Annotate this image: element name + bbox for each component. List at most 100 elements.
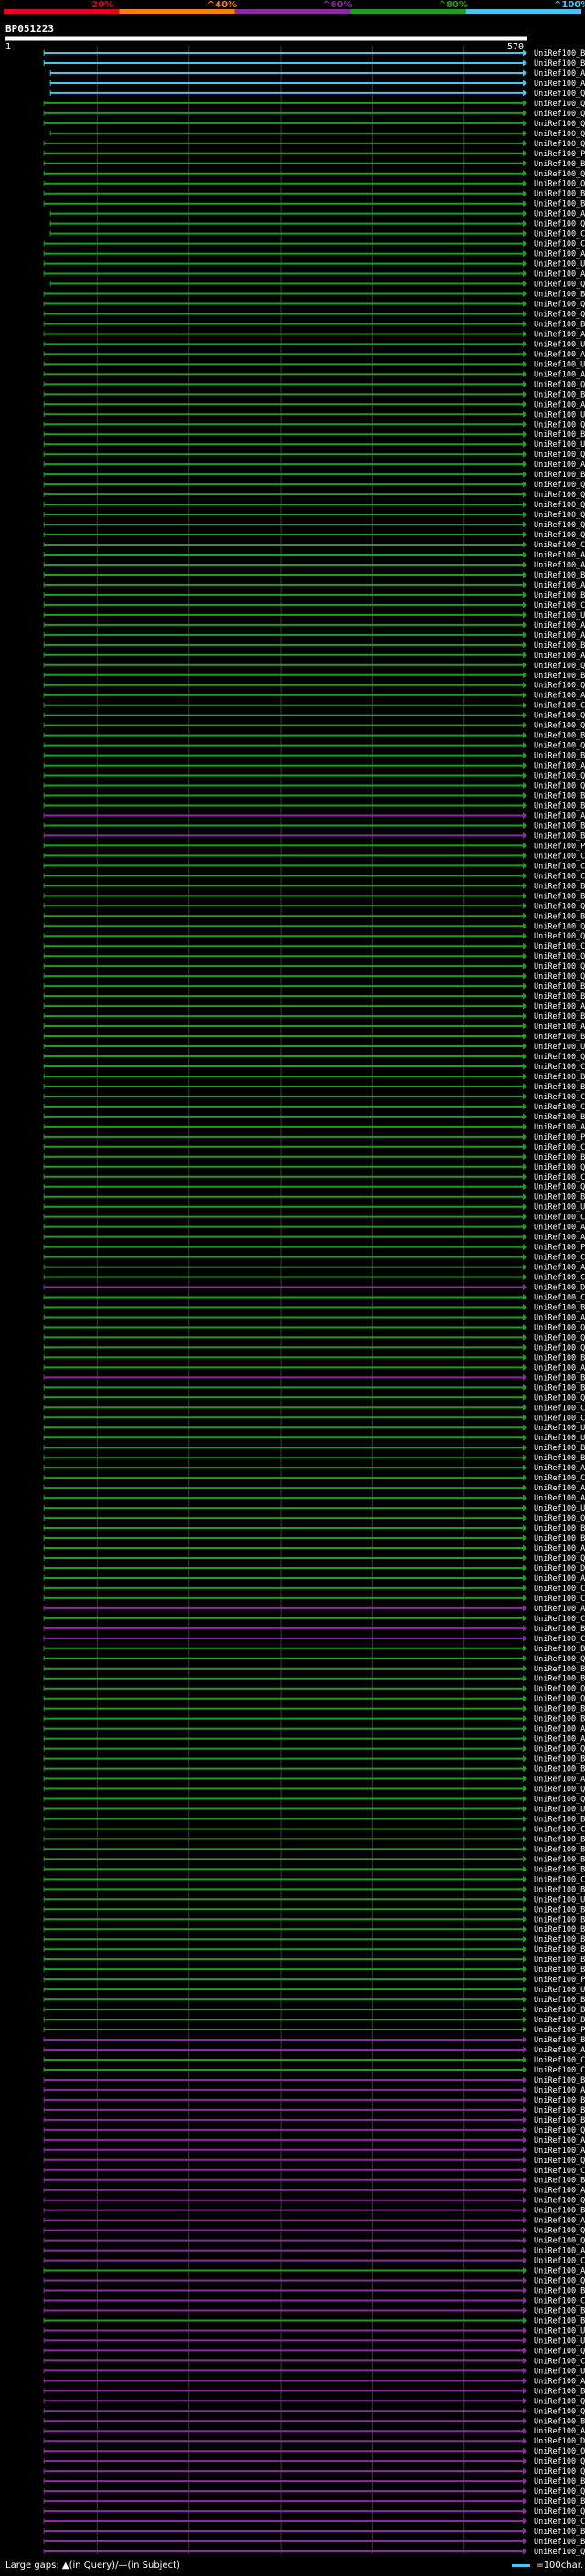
hit-label[interactable]: UniRef100_C5XE80 bbox=[534, 2056, 585, 2065]
hit-label[interactable]: UniRef100_B9H8S1 bbox=[534, 390, 585, 399]
hit-label[interactable]: UniRef100_A4S9D5 bbox=[534, 811, 585, 821]
hit-label[interactable]: UniRef100_Q9RBB2 bbox=[534, 491, 585, 500]
hit-label[interactable]: UniRef100_Q9LNT0 bbox=[534, 1053, 585, 1062]
hit-label[interactable]: UniRef100_Q62KH6 bbox=[534, 2277, 585, 2286]
hit-label[interactable]: UniRef100_B8ARV1 bbox=[534, 982, 585, 991]
hit-label[interactable]: UniRef100_C3X925 bbox=[534, 2518, 585, 2527]
hit-label[interactable]: UniRef100_UP1000.. bbox=[534, 1895, 585, 1904]
hit-label[interactable]: UniRef100_A2X016 bbox=[534, 2427, 585, 2436]
hit-label[interactable]: UniRef100_C5MP31 bbox=[534, 1404, 585, 1413]
hit-label[interactable]: UniRef100_Q9SSH1 bbox=[534, 100, 585, 109]
hit-label[interactable]: UniRef100_P83335 bbox=[534, 1976, 585, 1985]
hit-label[interactable]: UniRef100_A7NVX8 bbox=[534, 1735, 585, 1744]
hit-label[interactable]: UniRef100_A2ZBQ8 bbox=[534, 1002, 585, 1012]
hit-label[interactable]: UniRef100_Q5QAV4 bbox=[534, 2507, 585, 2517]
hit-label[interactable]: UniRef100_B9HZ13 bbox=[534, 1153, 585, 1162]
hit-label[interactable]: UniRef100_B6CQU0 bbox=[534, 1454, 585, 1463]
hit-label[interactable]: UniRef100_B6TX44 bbox=[534, 882, 585, 891]
hit-label[interactable]: UniRef100_Q9C9U9 bbox=[534, 281, 585, 290]
hit-label[interactable]: UniRef100_B9SVN0 bbox=[534, 291, 585, 300]
hit-label[interactable]: UniRef100_Q8LE99 bbox=[534, 300, 585, 309]
hit-label[interactable]: UniRef100_B6T1I7 bbox=[534, 752, 585, 761]
hit-label[interactable]: UniRef100_B6EZB4 bbox=[534, 1193, 585, 1203]
hit-label[interactable]: UniRef100_Q0KMM5 bbox=[534, 972, 585, 981]
hit-label[interactable]: UniRef100_B6CQU1 bbox=[534, 1444, 585, 1453]
hit-label[interactable]: UniRef100_A9U1Q5 bbox=[534, 1313, 585, 1322]
hit-label[interactable]: UniRef100_UP1000.. bbox=[534, 260, 585, 270]
hit-label[interactable]: UniRef100_B6CQT1 bbox=[534, 1645, 585, 1654]
hit-label[interactable]: UniRef100_Q10P74 bbox=[534, 782, 585, 791]
hit-label[interactable]: UniRef100_C7J319 bbox=[534, 1274, 585, 1283]
hit-label[interactable]: UniRef100_B9H7B6 bbox=[534, 1373, 585, 1383]
hit-label[interactable]: UniRef100_A5BSM7 bbox=[534, 2217, 585, 2226]
hit-label[interactable]: UniRef100_A7Q8P3 bbox=[534, 1574, 585, 1584]
hit-label[interactable]: UniRef100_Q9SNY1 bbox=[534, 1786, 585, 1795]
hit-label[interactable]: UniRef100_C5XLP9 bbox=[534, 541, 585, 550]
hit-label[interactable]: UniRef100_B9N6T3 bbox=[534, 2006, 585, 2015]
hit-label[interactable]: UniRef100_B9HH05 bbox=[534, 430, 585, 440]
hit-label[interactable]: UniRef100_B6TRQ1 bbox=[534, 732, 585, 741]
hit-label[interactable]: UniRef100_B9HKZ5 bbox=[534, 801, 585, 811]
hit-label[interactable]: UniRef100_B9N6S8 bbox=[534, 2016, 585, 2025]
hit-label[interactable]: UniRef100_Q9SZP4 bbox=[534, 380, 585, 389]
hit-label[interactable]: UniRef100_Q53C07 bbox=[534, 2457, 585, 2466]
hit-label[interactable]: UniRef100_B9IEB6 bbox=[534, 672, 585, 681]
hit-label[interactable]: UniRef100_B9H1M5 bbox=[534, 1715, 585, 1724]
hit-label[interactable]: UniRef100_B9N6S8 bbox=[534, 1885, 585, 1894]
hit-label[interactable]: UniRef100_A2Q5E4 bbox=[534, 210, 585, 219]
hit-label[interactable]: UniRef100_Q65638 bbox=[534, 1695, 585, 1704]
hit-label[interactable]: UniRef100_B9I2B1 bbox=[534, 571, 585, 580]
hit-label[interactable]: UniRef100_A8I3S8 bbox=[534, 1605, 585, 1614]
hit-label[interactable]: UniRef100_A2Y0U0 bbox=[534, 621, 585, 631]
hit-label[interactable]: UniRef100_A3A6Q4 bbox=[534, 1544, 585, 1553]
hit-label[interactable]: UniRef100_Q6UJY8 bbox=[534, 922, 585, 931]
hit-label[interactable]: UniRef100_P28493 bbox=[534, 150, 585, 159]
hit-label[interactable]: UniRef100_B9IDD6 bbox=[534, 912, 585, 921]
hit-label[interactable]: UniRef100_Q6MXR2 bbox=[534, 130, 585, 139]
hit-label[interactable]: UniRef100_A9PEV1 bbox=[534, 1484, 585, 1493]
hit-label[interactable]: UniRef100_B9SUV1 bbox=[534, 792, 585, 801]
hit-label[interactable]: UniRef100_A7NT16 bbox=[534, 69, 585, 79]
hit-label[interactable]: UniRef100_C7R0I2 bbox=[534, 1093, 585, 1102]
hit-label[interactable]: UniRef100_A5BG46 bbox=[534, 2267, 585, 2276]
hit-label[interactable]: UniRef100_A5B7R5 bbox=[534, 2377, 585, 2386]
hit-label[interactable]: UniRef100_Q53AR6 bbox=[534, 2467, 585, 2476]
hit-label[interactable]: UniRef100_Q9LN66 bbox=[534, 180, 585, 189]
hit-label[interactable]: UniRef100_Q0U265 bbox=[534, 1323, 585, 1332]
hit-label[interactable]: UniRef100_B9F7Q8 bbox=[534, 1956, 585, 1965]
hit-label[interactable]: UniRef100_B6T5B1 bbox=[534, 2528, 585, 2537]
hit-label[interactable]: UniRef100_B9H1H8 bbox=[534, 2497, 585, 2507]
hit-label[interactable]: UniRef100_A7QJD0 bbox=[534, 1264, 585, 1273]
hit-label[interactable]: UniRef100_Q9RB90 bbox=[534, 501, 585, 510]
hit-label[interactable]: UniRef100_Q0DRX1 bbox=[534, 2447, 585, 2456]
hit-label[interactable]: UniRef100_A2Z557 bbox=[534, 561, 585, 570]
hit-label[interactable]: UniRef100_A5AY45 bbox=[534, 692, 585, 701]
hit-label[interactable]: UniRef100_A7QEW9 bbox=[534, 652, 585, 661]
hit-label[interactable]: UniRef100_UP1000.. bbox=[534, 1986, 585, 1995]
hit-label[interactable]: UniRef100_B9T7D5 bbox=[534, 320, 585, 329]
hit-label[interactable]: UniRef100_B9N6S6 bbox=[534, 1845, 585, 1854]
hit-label[interactable]: UniRef100_B4G222 bbox=[534, 1033, 585, 1042]
hit-label[interactable]: UniRef100_B9SZY6 bbox=[534, 1905, 585, 1914]
hit-label[interactable]: UniRef100_UP1000.. bbox=[534, 1434, 585, 1443]
hit-label[interactable]: UniRef100_Q8AZ90 bbox=[534, 742, 585, 751]
hit-label[interactable]: UniRef100_C5WRQ2 bbox=[534, 1615, 585, 1624]
hit-label[interactable]: UniRef100_Q5SNY1 bbox=[534, 1183, 585, 1193]
hit-label[interactable]: UniRef100_D0EL62 bbox=[534, 1284, 585, 1293]
hit-label[interactable]: UniRef100_C5WT13 bbox=[534, 240, 585, 249]
hit-label[interactable]: UniRef100_B6CQT4 bbox=[534, 992, 585, 1002]
hit-label[interactable]: UniRef100_B9HRB4 bbox=[534, 2417, 585, 2426]
hit-label[interactable]: UniRef100_Q6K0X2 bbox=[534, 2197, 585, 2206]
hit-label[interactable]: UniRef100_A8I1E7 bbox=[534, 250, 585, 260]
hit-label[interactable]: UniRef100_C1K3P1 bbox=[534, 1214, 585, 1223]
hit-label[interactable]: UniRef100_A7PYT6 bbox=[534, 2086, 585, 2095]
hit-label[interactable]: UniRef100_B4FT14 bbox=[534, 200, 585, 209]
hit-label[interactable]: UniRef100_A7P1R2 bbox=[534, 2147, 585, 2156]
hit-label[interactable]: UniRef100_B9N6T2 bbox=[534, 1855, 585, 1864]
hit-label[interactable]: UniRef100_Q2S832 bbox=[534, 1685, 585, 1694]
hit-label[interactable]: UniRef100_B9GFV0 bbox=[534, 2287, 585, 2296]
hit-label[interactable]: UniRef100_Q0DBK7 bbox=[534, 2126, 585, 2136]
hit-label[interactable]: UniRef100_B6CQT8 bbox=[534, 1945, 585, 1955]
hit-label[interactable]: UniRef100_A9RES5 bbox=[534, 1023, 585, 1032]
hit-label[interactable]: UniRef100_A9PFN2 bbox=[534, 2136, 585, 2146]
